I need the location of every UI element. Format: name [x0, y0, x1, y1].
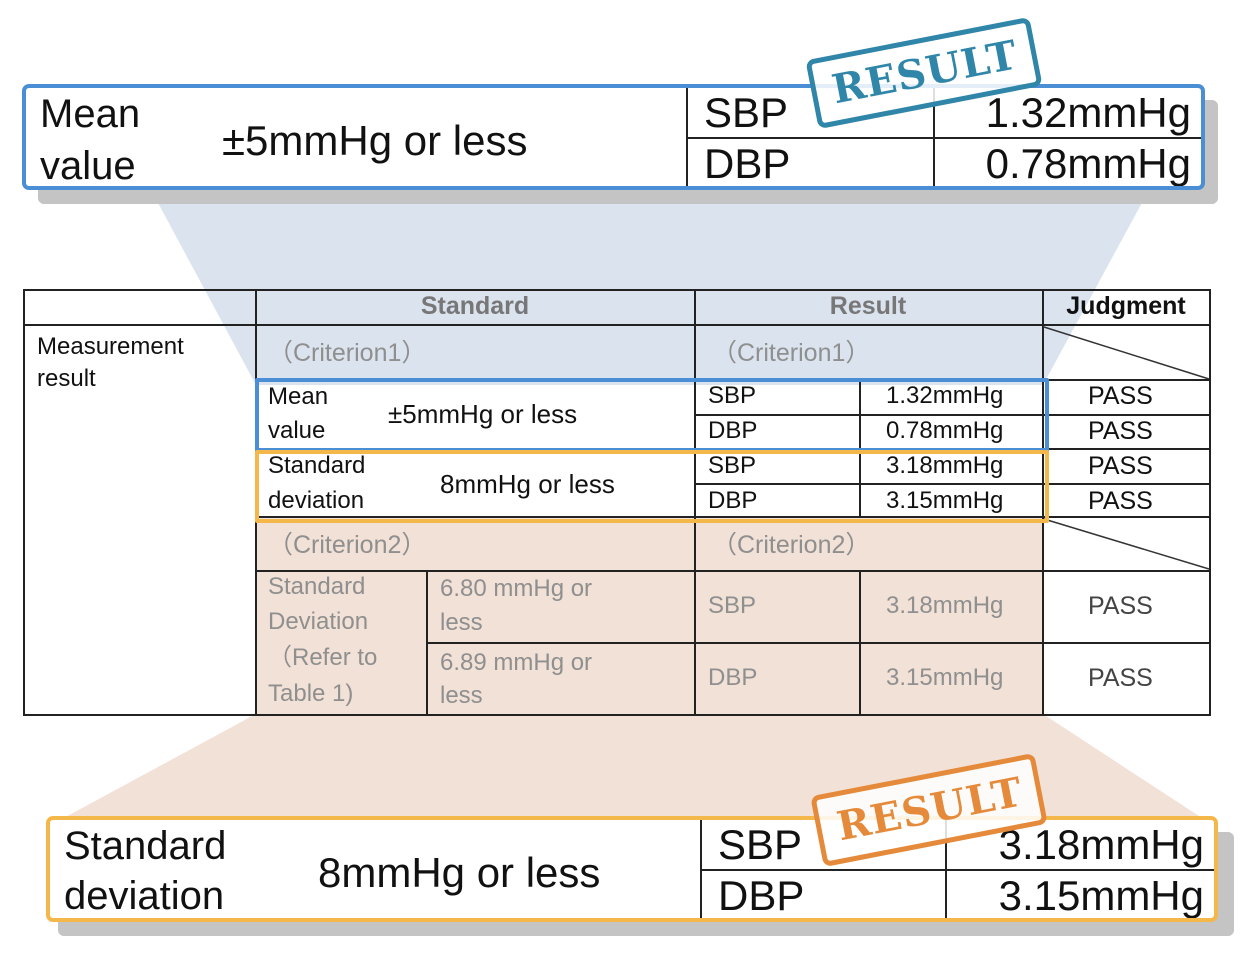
sd-dbp-name: DBP — [708, 487, 758, 514]
bottom-label-line1: Standard — [64, 824, 227, 868]
table-right-border — [1209, 289, 1211, 716]
c2-label-line3: （Refer to — [268, 644, 378, 671]
c2-sbp-standard-line2: less — [440, 609, 483, 636]
mean-label-line1: Mean — [268, 383, 329, 410]
sd-sbp-name: SBP — [708, 452, 757, 479]
c2-label-line1: Standard — [268, 573, 366, 600]
row-divider — [694, 483, 1211, 485]
header-divider — [23, 324, 1211, 326]
mean-sbp-judgment: PASS — [1088, 382, 1153, 410]
c2-dbp-judgment: PASS — [1088, 664, 1153, 692]
row-divider — [255, 570, 1211, 572]
mean-dbp-value: 0.78mmHg — [886, 417, 1004, 444]
c2-sbp-judgment: PASS — [1088, 592, 1153, 620]
c2-sbp-standard-line1: 6.80 mmHg or — [440, 575, 593, 602]
c2-dbp-standard-line1: 6.89 mmHg or — [440, 649, 593, 676]
c2-label-line4: Table 1) — [268, 680, 354, 707]
row-divider — [255, 516, 1211, 518]
bottom-callout: Standard deviation 8mmHg or less SBP 3.1… — [46, 816, 1218, 922]
judgment-diagonal — [1043, 518, 1210, 570]
judgment-diagonal — [1043, 326, 1210, 380]
col-divider-result — [1042, 289, 1044, 716]
table-bottom-border — [23, 714, 1211, 716]
mean-standard: ±5mmHg or less — [388, 399, 578, 429]
top-label-line1: Mean — [40, 92, 141, 136]
sd-label-line1: Standard — [268, 452, 366, 479]
top-dbp-name: DBP — [704, 140, 791, 187]
header-judgment: Judgment — [1066, 292, 1186, 320]
c2-sbp-name: SBP — [708, 592, 757, 619]
row-label-line1: Measurement — [37, 333, 184, 360]
mean-dbp-judgment: PASS — [1088, 417, 1153, 445]
top-sbp-name: SBP — [704, 89, 789, 136]
c2-dbp-value: 3.15mmHg — [886, 664, 1004, 691]
top-standard: ±5mmHg or less — [222, 117, 528, 164]
orange-zoom-projection — [60, 517, 1205, 820]
sd-sbp-judgment: PASS — [1088, 452, 1153, 480]
row-divider — [694, 414, 1211, 416]
top-sbp-value: 1.32mmHg — [985, 89, 1191, 136]
criterion2-standard-label: （Criterion2） — [268, 531, 427, 559]
bottom-sbp-name: SBP — [718, 821, 803, 868]
bottom-sbp-value: 3.18mmHg — [998, 821, 1204, 868]
criterion2-result-label: （Criterion2） — [712, 531, 871, 559]
orange-highlight-box — [255, 450, 1049, 523]
c2-dbp-name: DBP — [708, 664, 758, 691]
c2-label-line2: Deviation — [268, 608, 369, 635]
sd-label-line2: deviation — [268, 487, 365, 514]
mean-label-line2: value — [268, 417, 326, 444]
header-standard: Standard — [420, 292, 530, 320]
blue-highlight-box — [255, 378, 1049, 452]
blue-zoom-below — [256, 325, 1043, 385]
table-top-border — [23, 289, 1211, 291]
sd-dbp-value: 3.15mmHg — [886, 487, 1004, 514]
col-divider-standard — [694, 289, 696, 716]
bottom-dbp-name: DBP — [718, 872, 805, 919]
mean-sbp-name: SBP — [708, 382, 757, 409]
c2-dbp-standard-line2: less — [440, 682, 483, 709]
row-label-line2: result — [37, 365, 96, 392]
sd-standard: 8mmHg or less — [440, 469, 615, 499]
header-result: Result — [829, 292, 907, 320]
criterion1-standard-label: （Criterion1） — [268, 339, 427, 367]
top-label-line2: value — [40, 144, 136, 188]
row-divider — [426, 642, 1211, 644]
top-callout: Mean value ±5mmHg or less SBP 1.32mmHg D… — [22, 84, 1205, 190]
criterion1-result-label: （Criterion1） — [712, 339, 871, 367]
sd-dbp-judgment: PASS — [1088, 487, 1153, 515]
table-left-border — [23, 289, 25, 716]
sd-sbp-value: 3.18mmHg — [886, 452, 1004, 479]
mean-dbp-name: DBP — [708, 417, 758, 444]
bottom-standard: 8mmHg or less — [318, 849, 601, 896]
c2-sbp-value: 3.18mmHg — [886, 592, 1004, 619]
top-dbp-value: 0.78mmHg — [985, 140, 1191, 187]
bottom-label-line2: deviation — [64, 874, 225, 918]
mean-sbp-value: 1.32mmHg — [886, 382, 1004, 409]
bottom-dbp-value: 3.15mmHg — [998, 872, 1204, 919]
